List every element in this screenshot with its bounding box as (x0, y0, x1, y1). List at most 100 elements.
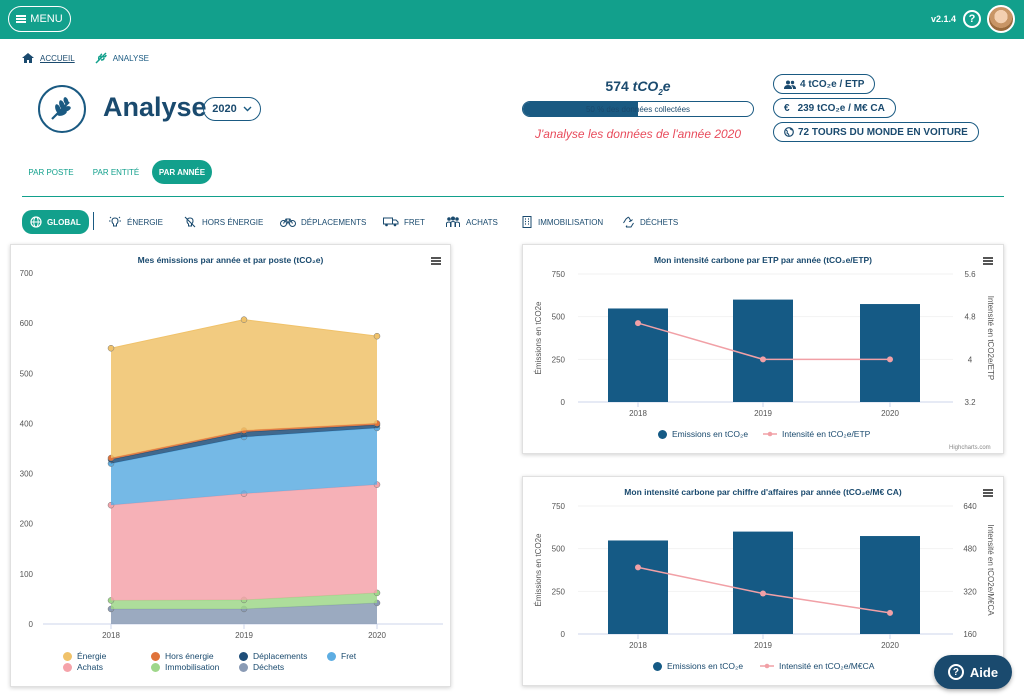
chart-menu-icon[interactable] (983, 257, 993, 265)
intensity-point (760, 356, 766, 363)
ca-chart: 0 250 500 750 160 320 480 640 Émissions en tCO2e… (534, 502, 995, 650)
subtab-energie[interactable]: ÉNERGIE (108, 213, 163, 231)
area-point (373, 332, 381, 340)
tab-par-poste[interactable]: PAR POSTE (28, 167, 74, 177)
legend-emissions[interactable]: Emissions en tCO₂e (658, 429, 748, 439)
subtab-global[interactable]: GLOBAL (22, 210, 89, 234)
progress-label: 50 % des données collectées (585, 104, 691, 114)
legend-line-icon (763, 431, 777, 437)
euro-icon: € (784, 102, 790, 114)
total-unit: tCO2e (632, 78, 671, 97)
intensity-point (635, 564, 641, 571)
chart-title: Mes émissions par année et par poste (tC… (137, 255, 324, 265)
bar (860, 304, 920, 402)
y-tick-label: 250 (552, 355, 566, 364)
area-énergie (111, 319, 377, 459)
y-tick-label: 700 (20, 269, 34, 278)
etp-chart: 0 250 500 750 3.2 4 4.8 5.6 Émissions en tCO2e In… (534, 270, 995, 418)
breadcrumb-home-link[interactable]: ACCUEIL (40, 53, 75, 63)
kpi-per-etp: 4 tCO₂e / ETP (773, 74, 876, 94)
legend-emissions[interactable]: Emissions en tCO₂e (653, 661, 743, 671)
chart-credits[interactable]: Highcharts.com (949, 445, 991, 451)
y2-tick-label: 160 (963, 630, 977, 639)
y-tick-label: 500 (20, 369, 34, 378)
y-tick-label: 300 (20, 470, 34, 479)
y-tick-label: 100 (20, 570, 34, 579)
subtab-separator (93, 212, 94, 230)
legend-immobilisation[interactable]: Immobilisation (151, 662, 219, 672)
area-achats (111, 484, 377, 601)
hamburger-icon (16, 15, 27, 23)
x-tick-label: 2020 (881, 409, 899, 418)
total-emissions: 574 tCO2e (560, 78, 716, 97)
y-axis-label: Émissions en tCO2e (534, 301, 543, 374)
subtab-immobilisation[interactable]: IMMOBILISATION (521, 213, 603, 231)
chart-title: Mon intensité carbone par chiffre d'affa… (624, 487, 902, 497)
analysis-year-note: J'analyse les données de l'année 2020 (534, 127, 742, 141)
y2-tick-label: 320 (963, 587, 977, 596)
subtab-deplacements[interactable]: DÉPLACEMENTS (280, 213, 366, 231)
legend-dot (239, 662, 248, 672)
x-tick-label: 2018 (629, 409, 647, 418)
aide-button[interactable]: ? Aide (934, 655, 1012, 689)
globe-icon (30, 216, 42, 228)
analysis-logo (38, 85, 86, 133)
breadcrumb: ACCUEIL ANALYSE (22, 52, 149, 64)
legend-line-icon (760, 663, 774, 669)
top-bar: MENU v2.1.4 ? (0, 0, 1024, 39)
y2-tick-label: 4 (968, 355, 973, 364)
tabs-divider (22, 196, 1004, 197)
wheat-icon (51, 97, 71, 120)
tab-par-entite[interactable]: PAR ENTITÉ (92, 167, 140, 177)
truck-icon (383, 217, 399, 227)
legend-fret[interactable]: Fret (327, 651, 356, 661)
area-fret (111, 427, 377, 506)
menu-label: MENU (30, 13, 63, 25)
help-icon[interactable]: ? (963, 10, 981, 28)
x-tick-label: 2020 (881, 641, 899, 650)
y-tick-label: 750 (552, 502, 566, 511)
chart-menu-icon[interactable] (983, 489, 993, 497)
legend-dot (151, 662, 160, 672)
people-group-icon (446, 216, 460, 227)
legend-energie[interactable]: Énergie (63, 651, 106, 661)
home-icon (22, 53, 34, 63)
avatar[interactable] (987, 5, 1015, 33)
subtab-achats[interactable]: ACHATS (445, 213, 498, 231)
legend-dot (63, 651, 72, 661)
year-select[interactable]: 2020 (203, 97, 261, 121)
y-axis-label: Émissions en tCO2e (534, 533, 543, 606)
x-tick-label: 2019 (235, 631, 253, 640)
bicycle-icon (280, 218, 296, 227)
legend-dechets[interactable]: Déchets (239, 662, 284, 672)
leaf-icon (95, 52, 107, 64)
legend-intensite-etp[interactable]: Intensité en tCO₂e/ETP (763, 429, 870, 439)
legend-achats[interactable]: Achats (63, 662, 103, 672)
subtab-dechets[interactable]: DÉCHETS (622, 213, 678, 231)
chevron-down-icon (243, 106, 252, 112)
menu-button[interactable]: MENU (8, 6, 71, 32)
tab-par-annee[interactable]: PAR ANNÉE (152, 160, 212, 184)
legend-intensite-ca[interactable]: Intensité en tCO₂e/M€CA (760, 661, 874, 671)
y2-axis-label: Intensité en tCO2e/M€CA (986, 524, 995, 616)
total-value: 574 (605, 78, 629, 94)
x-tick-label: 2018 (102, 631, 120, 640)
bar (860, 536, 920, 634)
legend-dot (327, 651, 336, 661)
area-point (240, 316, 248, 323)
subtab-fret[interactable]: FRET (383, 213, 425, 231)
building-icon (522, 216, 532, 228)
area-point (107, 344, 115, 352)
legend-hors-energie[interactable]: Hors énergie (151, 651, 214, 661)
y2-tick-label: 480 (963, 545, 977, 554)
legend-dot (653, 661, 662, 671)
y-tick-label: 750 (552, 270, 566, 279)
chart-menu-icon[interactable] (431, 257, 441, 265)
no-energy-icon (184, 216, 196, 228)
subtab-hors-energie[interactable]: HORS ÉNERGIE (183, 213, 263, 231)
legend-dot (658, 429, 667, 439)
emissions-area-card: Mes émissions par année et par poste (tC… (10, 244, 451, 687)
x-tick-label: 2018 (629, 641, 647, 650)
area-chart: 0 100 200 300 400 500 600 700 2018 2019 2020 (20, 269, 443, 640)
legend-deplacements[interactable]: Déplacements (239, 651, 307, 661)
